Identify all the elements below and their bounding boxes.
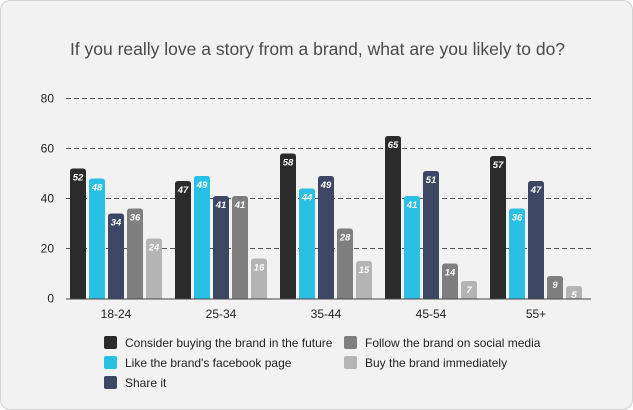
legend-item-consider: Consider buying the brand in the future <box>104 334 344 351</box>
bar <box>528 181 544 299</box>
bar <box>175 181 191 299</box>
legend-label: Share it <box>125 375 167 390</box>
data-label: 44 <box>301 193 313 204</box>
bar <box>547 276 563 299</box>
data-label: 24 <box>148 243 160 254</box>
x-tick-label: 35-44 <box>311 307 342 321</box>
legend-label: Consider buying the brand in the future <box>125 335 333 350</box>
bar <box>490 156 506 299</box>
bar <box>108 213 124 299</box>
y-tick-label: 60 <box>41 142 55 156</box>
data-label: 41 <box>215 200 227 211</box>
bar <box>146 238 162 299</box>
legend-label: Follow the brand on social media <box>365 335 541 350</box>
bar <box>70 168 86 299</box>
data-label: 28 <box>339 233 351 244</box>
data-label: 65 <box>388 140 399 151</box>
bar <box>337 228 353 299</box>
legend-item-buy: Buy the brand immediately <box>344 354 584 371</box>
data-label: 36 <box>512 213 523 224</box>
x-tick-label: 55+ <box>526 307 546 321</box>
bar <box>280 153 296 299</box>
data-label: 52 <box>73 173 84 184</box>
data-label: 47 <box>177 185 189 196</box>
data-label: 41 <box>234 200 246 211</box>
bar <box>423 171 439 299</box>
bar <box>232 196 248 299</box>
data-label: 9 <box>552 280 558 291</box>
y-tick-label: 20 <box>41 242 55 256</box>
data-label: 34 <box>111 218 122 229</box>
legend-swatch <box>344 356 357 369</box>
bar <box>442 263 458 299</box>
legend-swatch <box>104 356 117 369</box>
x-tick-label: 45-54 <box>416 307 447 321</box>
bar <box>251 258 267 299</box>
legend-item-follow: Follow the brand on social media <box>344 334 584 351</box>
bar <box>404 196 420 299</box>
bar <box>318 176 334 299</box>
bar <box>194 176 210 299</box>
legend-item-like: Like the brand's facebook page <box>104 354 344 371</box>
data-label: 58 <box>283 158 294 169</box>
data-label: 5 <box>571 290 577 301</box>
data-label: 49 <box>196 180 208 191</box>
bar <box>385 136 401 299</box>
x-tick-label: 25-34 <box>206 307 237 321</box>
data-label: 7 <box>466 285 472 296</box>
legend-label: Buy the brand immediately <box>365 355 508 370</box>
legend-swatch <box>104 336 117 349</box>
bar <box>89 178 105 299</box>
legend-swatch <box>344 336 357 349</box>
legend-item-share: Share it <box>104 374 344 391</box>
data-label: 41 <box>406 200 418 211</box>
legend-swatch <box>104 376 117 389</box>
bar <box>299 188 315 299</box>
chart-title: If you really love a story from a brand,… <box>69 39 566 59</box>
bar <box>566 286 582 299</box>
bar <box>461 281 477 299</box>
y-tick-label: 0 <box>47 292 54 306</box>
data-label: 48 <box>91 183 103 194</box>
bar <box>356 261 372 299</box>
data-label: 36 <box>130 213 141 224</box>
x-tick-label: 18-24 <box>101 307 132 321</box>
data-label: 14 <box>445 268 456 279</box>
bar <box>509 208 525 299</box>
data-label: 16 <box>254 263 265 274</box>
y-tick-label: 80 <box>41 92 55 106</box>
legend-label: Like the brand's facebook page <box>125 355 292 370</box>
data-label: 49 <box>320 180 332 191</box>
y-tick-label: 40 <box>41 192 55 206</box>
bar <box>213 196 229 299</box>
data-label: 51 <box>426 175 437 186</box>
data-label: 47 <box>530 185 542 196</box>
legend: Consider buying the brand in the future … <box>104 334 584 391</box>
bar <box>127 208 143 299</box>
data-label: 57 <box>493 160 504 171</box>
data-label: 15 <box>359 265 370 276</box>
